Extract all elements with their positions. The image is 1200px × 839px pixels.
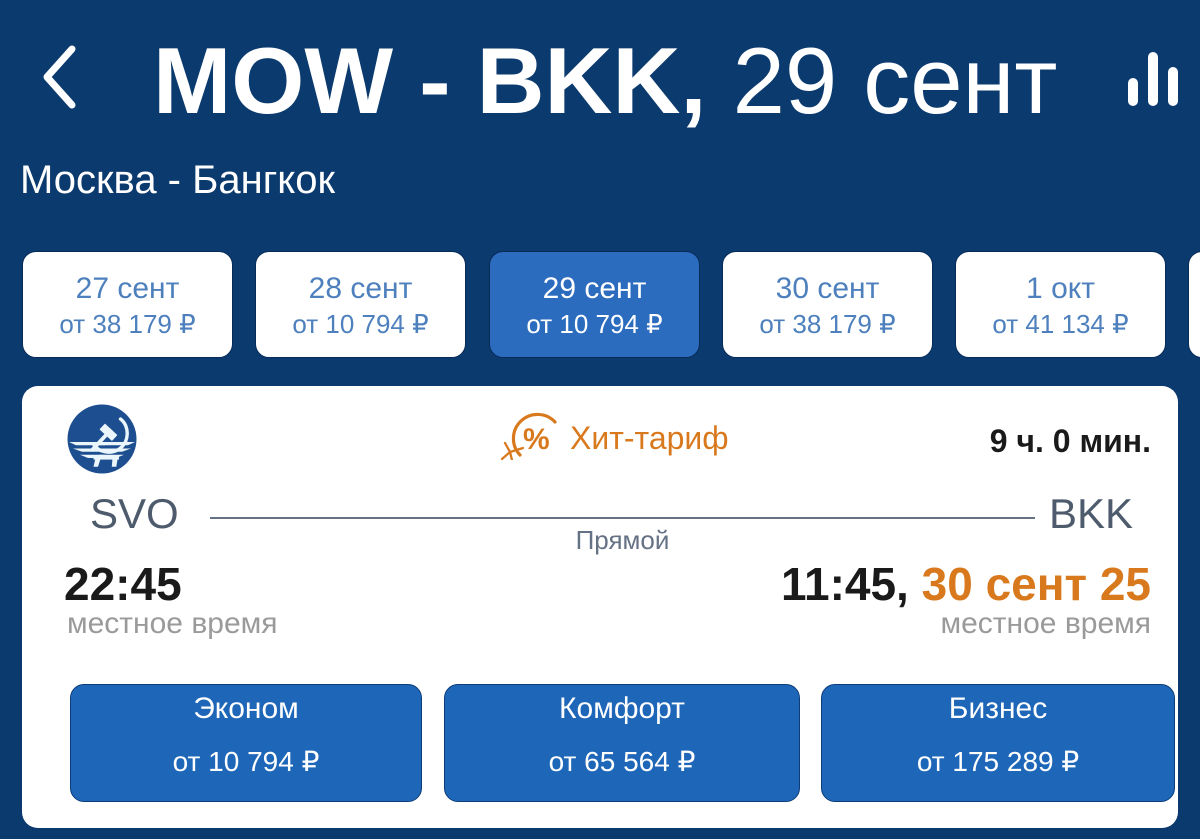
svg-text:%: % [523, 423, 550, 456]
